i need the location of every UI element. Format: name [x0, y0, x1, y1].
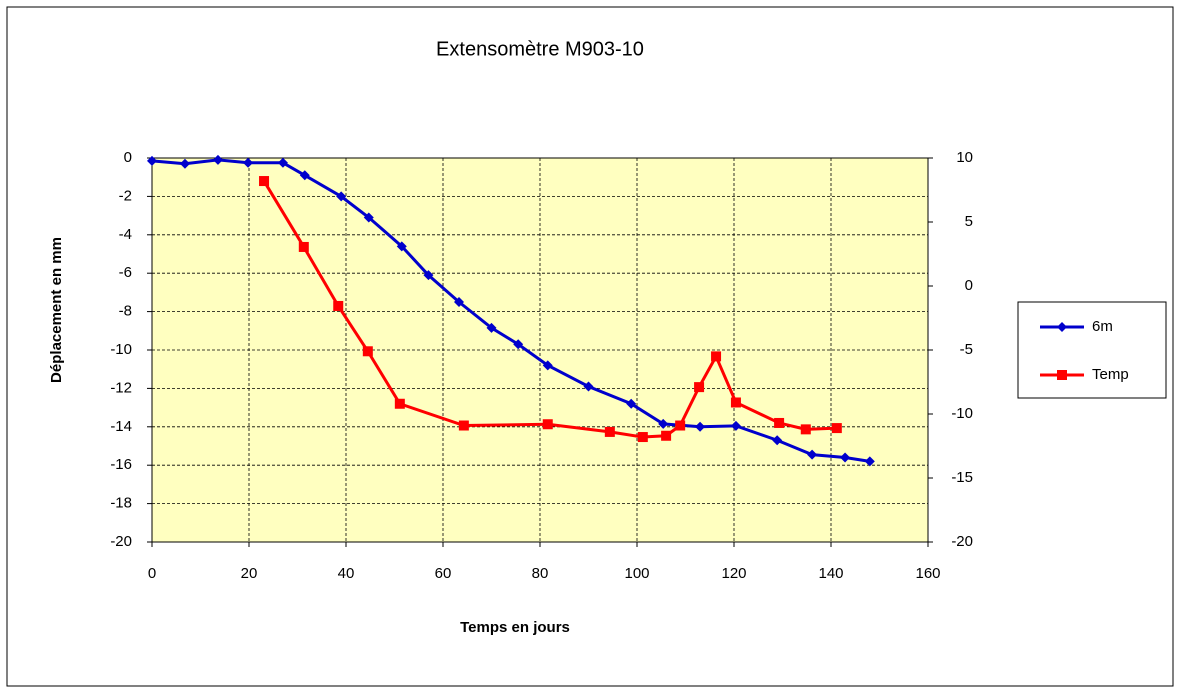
y-tick-label: -4 — [119, 226, 132, 243]
y-tick-label: -20 — [110, 533, 132, 550]
data-point — [179, 158, 190, 169]
data-point — [513, 339, 524, 350]
x-tick-label: 140 — [818, 565, 843, 582]
y-tick-label: -10 — [110, 341, 132, 358]
y-tick-label: 0 — [124, 149, 132, 166]
chart-title: Extensomètre M903-10 — [436, 38, 644, 60]
data-point — [807, 449, 818, 460]
data-point — [583, 381, 594, 392]
x-axis-label: Temps en jours — [460, 619, 570, 636]
data-point — [661, 430, 672, 441]
x-tick-label: 20 — [241, 565, 258, 582]
data-point — [730, 420, 741, 431]
data-point — [458, 420, 469, 431]
y2-tick-label: -10 — [951, 405, 973, 422]
y-tick-label: -14 — [110, 418, 132, 435]
y2-tick-label: 5 — [965, 213, 973, 230]
data-point — [336, 191, 347, 202]
data-point — [542, 419, 553, 430]
legend — [1017, 301, 1167, 399]
data-point — [454, 297, 465, 307]
data-point — [675, 420, 686, 431]
data-point — [259, 176, 270, 187]
data-point — [626, 398, 637, 409]
data-point — [243, 157, 254, 168]
data-point — [772, 435, 783, 446]
y-tick-label: -6 — [119, 264, 132, 281]
y2-tick-label: 0 — [965, 277, 973, 294]
data-point — [800, 424, 811, 435]
y-tick-label: -12 — [110, 379, 132, 396]
data-point — [486, 322, 497, 333]
data-point — [299, 170, 310, 181]
data-point — [604, 426, 615, 437]
x-tick-label: 40 — [338, 565, 355, 582]
data-point — [394, 398, 405, 409]
data-point — [363, 212, 374, 223]
data-point — [637, 432, 648, 443]
data-point — [831, 423, 842, 434]
data-point — [362, 346, 373, 357]
y-axis-label: Déplacement en mm — [48, 237, 65, 383]
data-point — [333, 300, 344, 311]
y2-tick-label: -20 — [951, 533, 973, 550]
data-point — [695, 421, 706, 432]
x-tick-label: 80 — [532, 565, 549, 582]
data-point — [774, 417, 785, 428]
data-point — [423, 270, 434, 281]
x-tick-label: 160 — [915, 565, 940, 582]
y2-tick-label: -5 — [960, 341, 973, 358]
data-point — [840, 452, 851, 463]
data-point — [542, 360, 553, 371]
data-point — [730, 397, 741, 408]
x-tick-label: 100 — [624, 565, 649, 582]
legend-marker — [1057, 322, 1067, 332]
data-point — [212, 154, 223, 165]
data-point — [694, 382, 705, 393]
legend-label: 6m — [1092, 318, 1113, 335]
data-point — [658, 418, 669, 429]
x-tick-label: 0 — [148, 565, 156, 582]
legend-label: Temp — [1092, 366, 1129, 383]
y2-tick-label: 10 — [956, 149, 973, 166]
data-point — [147, 155, 157, 166]
x-tick-label: 60 — [435, 565, 452, 582]
data-point — [396, 241, 407, 252]
y-tick-label: -18 — [110, 495, 132, 512]
y2-tick-label: -15 — [951, 469, 973, 486]
data-point — [298, 241, 309, 252]
data-point — [711, 351, 722, 362]
x-tick-label: 120 — [721, 565, 746, 582]
plot-border — [151, 157, 929, 543]
data-point — [277, 157, 288, 168]
y-tick-label: -8 — [119, 303, 132, 320]
y-tick-label: -2 — [119, 187, 132, 204]
legend-marker — [1057, 370, 1067, 380]
y-tick-label: -16 — [110, 456, 132, 473]
data-point — [864, 456, 875, 467]
